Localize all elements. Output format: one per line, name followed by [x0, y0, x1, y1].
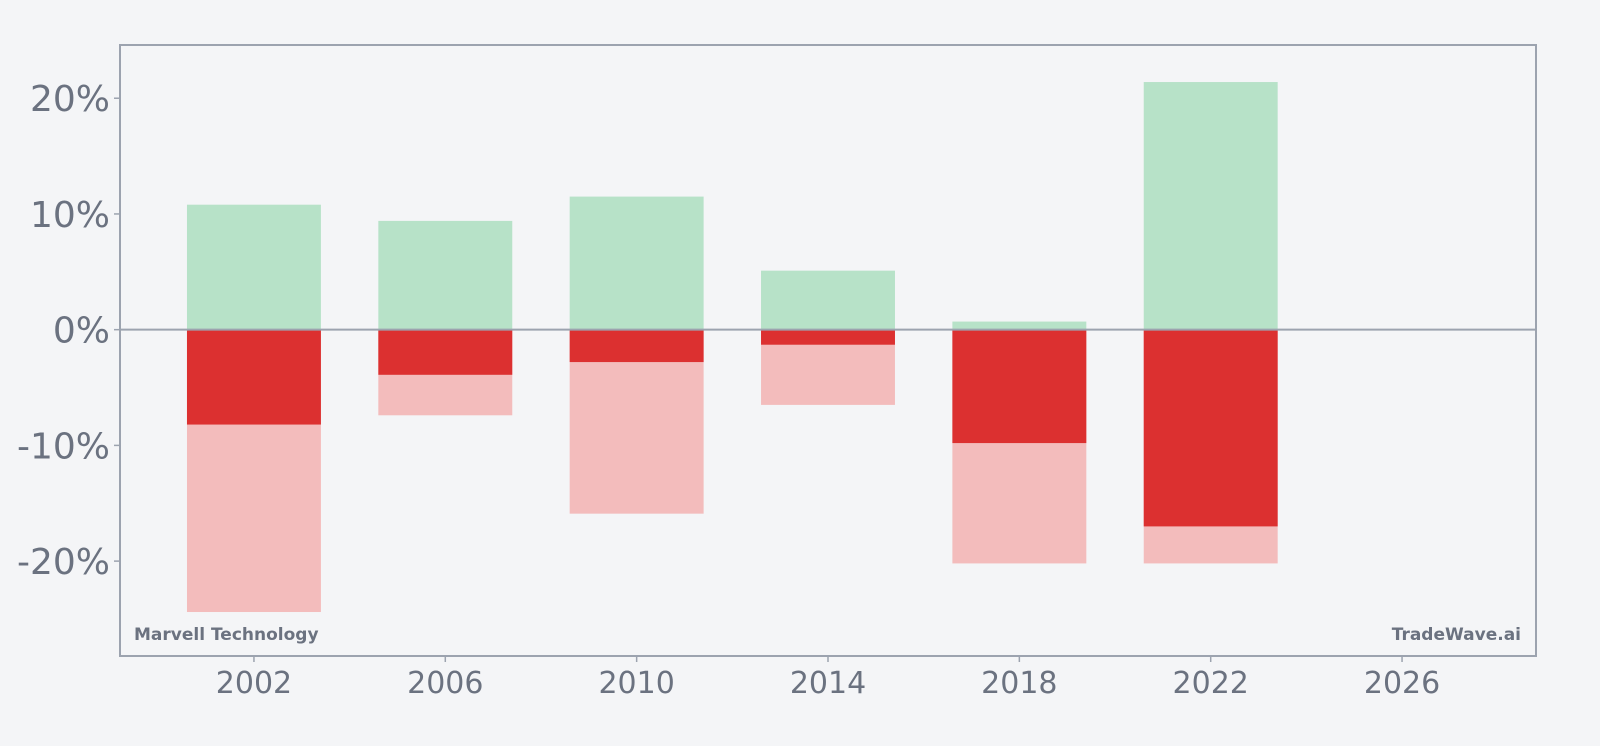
bar-negative-dark-2014: [761, 329, 895, 345]
y-tick-label: 0%: [53, 311, 110, 352]
negative-light-bars: [186, 329, 1278, 613]
bar-positive-2022: [1143, 82, 1278, 330]
positive-bars: [186, 82, 1278, 330]
x-tick-label: 2006: [407, 666, 483, 701]
bar-negative-dark-2006: [378, 329, 513, 375]
bar-negative-dark-2018: [952, 329, 1087, 444]
x-tick-label: 2018: [981, 666, 1057, 701]
y-axis: 20% 10% 0% -10% -20%: [17, 79, 120, 583]
watermark-right: TradeWave.ai: [1392, 625, 1521, 645]
x-tick-label: 2002: [216, 666, 292, 701]
bar-negative-dark-2010: [569, 329, 704, 363]
x-axis: 2002 2006 2010 2014 2018 2022 2026: [216, 656, 1440, 701]
bar-positive-2002: [186, 204, 321, 330]
bar-negative-dark-2022: [1143, 329, 1278, 527]
y-tick-label: 20%: [30, 79, 110, 120]
watermark-left: Marvell Technology: [134, 625, 319, 645]
x-tick-label: 2014: [790, 666, 866, 701]
bar-positive-2014: [761, 270, 895, 330]
bar-positive-2006: [378, 220, 513, 330]
y-tick-label: 10%: [30, 195, 110, 236]
y-tick-label: -10%: [17, 426, 110, 467]
negative-dark-bars: [186, 329, 1278, 527]
x-tick-label: 2010: [598, 666, 674, 701]
x-tick-label: 2022: [1173, 666, 1249, 701]
bar-negative-dark-2002: [186, 329, 321, 425]
x-tick-label: 2026: [1364, 666, 1440, 701]
bar-positive-2010: [569, 196, 704, 330]
bar-positive-2018: [952, 321, 1087, 330]
y-tick-label: -20%: [17, 542, 110, 583]
